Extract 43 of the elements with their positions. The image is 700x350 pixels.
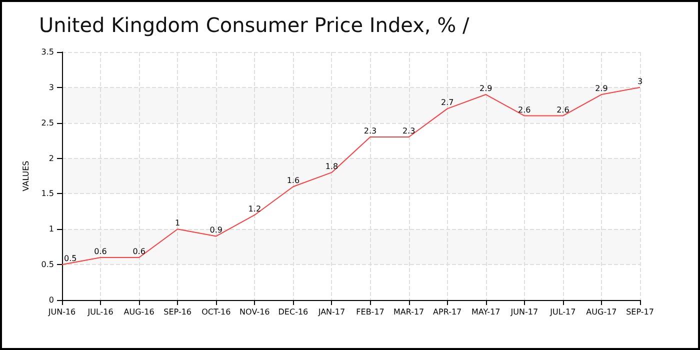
x-tick-label: JUL-17 [549, 308, 576, 316]
y-tick-label: 2 [48, 154, 54, 163]
data-label: 1.6 [286, 176, 300, 186]
y-tick-label: 3 [48, 82, 54, 92]
data-label: 0.6 [132, 246, 146, 256]
data-label: 0.6 [94, 246, 107, 256]
y-tick-label: 0 [48, 296, 54, 304]
x-tick-label: AUG-16 [124, 308, 154, 316]
x-tick-label: JUL-16 [86, 308, 114, 316]
line-series [62, 86, 640, 266]
y-tick-label: 0.5 [41, 260, 54, 270]
data-label: 2.3 [402, 126, 416, 136]
x-tick-label: OCT-16 [202, 308, 231, 316]
y-tick-label: 1.5 [41, 189, 54, 198]
x-tick-label: FEB-17 [356, 308, 384, 316]
y-axis-title: VALUES [22, 160, 30, 192]
data-label: 3 [637, 76, 643, 86]
data-label: 2.6 [556, 105, 570, 114]
data-label: 1.2 [248, 204, 262, 214]
data-label: 2.9 [480, 84, 492, 94]
data-label: 2.9 [595, 84, 608, 94]
x-tick-label: APR-17 [433, 308, 462, 316]
y-tick-label: 1 [48, 224, 54, 234]
x-tick-label: JAN-17 [317, 308, 346, 316]
y-tick-label: 3.5 [41, 48, 54, 56]
x-tick-label: DEC-16 [278, 308, 308, 316]
x-tick-label: MAR-17 [393, 308, 424, 316]
chart-title: United Kingdom Consumer Price Index, % / [39, 13, 470, 37]
data-label: 2.7 [440, 98, 454, 108]
data-label: 2.3 [364, 126, 377, 136]
data-label: 0.9 [210, 226, 222, 235]
data-label: 0.5 [64, 254, 77, 264]
data-label: 2.6 [518, 105, 531, 114]
x-tick-label: SEP-17 [626, 308, 654, 316]
x-tick-label: AUG-17 [586, 308, 617, 316]
x-tick-label: SEP-16 [164, 308, 192, 316]
x-tick-label: JUN-17 [510, 308, 538, 316]
x-tick-label: NOV-16 [240, 308, 270, 316]
x-tick-label: MAY-17 [471, 308, 500, 316]
data-label: 1.8 [325, 162, 338, 171]
data-label: 1 [175, 218, 180, 228]
y-tick-label: 2.5 [41, 118, 54, 128]
x-tick-label: JUN-16 [47, 308, 76, 316]
